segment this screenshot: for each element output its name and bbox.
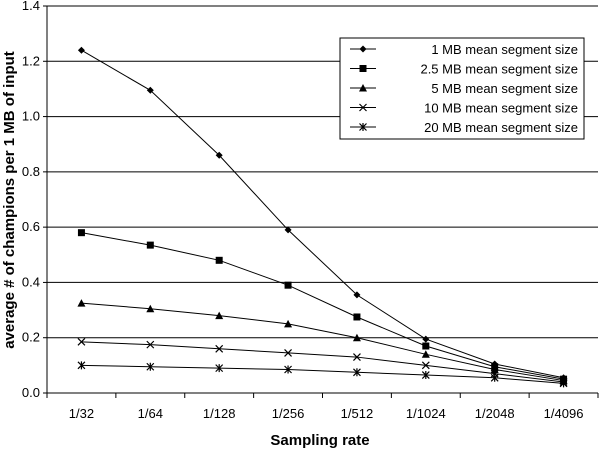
y-tick-label: 0.8 xyxy=(22,164,40,179)
data-point xyxy=(352,333,361,342)
series-line xyxy=(81,364,564,384)
series-5 xyxy=(77,361,568,388)
x-tick-label: 1/4096 xyxy=(544,406,584,421)
x-axis-title: Sampling rate xyxy=(270,432,369,449)
series-1 xyxy=(77,46,568,382)
legend-label: 2.5 MB mean segment size xyxy=(420,62,578,77)
data-point xyxy=(215,311,224,320)
data-point xyxy=(146,86,154,94)
y-tick-label: 1.0 xyxy=(22,109,40,124)
legend-label: 20 MB mean segment size xyxy=(424,120,578,135)
series-2 xyxy=(77,229,568,383)
data-point xyxy=(353,353,361,361)
data-point xyxy=(215,344,224,353)
data-point xyxy=(146,362,155,371)
data-point xyxy=(284,319,293,328)
legend-label: 1 MB mean segment size xyxy=(431,42,578,57)
data-point xyxy=(215,256,223,264)
legend-marker xyxy=(359,103,367,112)
axes: 0.0 0.2 0.4 0.6 0.8 1.0 1.2 1.4 1/32 1/64 1/128 1/2… xyxy=(22,0,599,421)
data-point xyxy=(146,340,155,349)
legend-marker xyxy=(359,65,367,72)
legend-entry: 20 MB mean segment size xyxy=(350,120,578,135)
data-point xyxy=(77,337,86,346)
data-point xyxy=(490,373,499,382)
data-point xyxy=(77,361,86,370)
data-point xyxy=(77,229,85,237)
legend-entry: 10 MB mean segment size xyxy=(350,101,578,116)
x-tick-label: 1/128 xyxy=(203,406,236,421)
y-tick-label: 1.2 xyxy=(22,53,40,68)
y-tick-label: 1.4 xyxy=(22,0,40,13)
legend-label: 10 MB mean segment size xyxy=(424,101,578,116)
legend-marker xyxy=(359,45,367,53)
series-line xyxy=(81,232,564,380)
data-point xyxy=(353,313,361,321)
series-line xyxy=(81,49,564,379)
data-point xyxy=(77,46,85,54)
x-tick-label: 1/256 xyxy=(272,406,305,421)
data-point xyxy=(421,371,430,380)
legend-box xyxy=(339,37,585,140)
x-tick-label: 1/64 xyxy=(138,406,163,421)
x-tick-label: 1/32 xyxy=(69,406,94,421)
data-point xyxy=(284,281,292,289)
y-tick-label: 0.4 xyxy=(22,274,40,289)
legend: 1 MB mean segment size 2.5 MB mean segmen… xyxy=(339,37,585,140)
data-point xyxy=(353,291,361,299)
gridlines xyxy=(47,5,598,339)
data-point xyxy=(284,348,292,357)
series-line xyxy=(81,302,564,382)
legend-marker xyxy=(359,123,367,131)
data-point xyxy=(559,379,568,388)
data-point xyxy=(77,299,86,307)
series-layer xyxy=(77,46,568,388)
y-axis-title: average # of champions per 1 MB of input xyxy=(1,51,18,349)
y-tick-label: 0.6 xyxy=(22,219,40,234)
data-point xyxy=(284,365,292,374)
data-point xyxy=(421,350,430,358)
legend-marker xyxy=(359,84,367,92)
y-tick-label: 0.2 xyxy=(22,330,40,345)
data-point xyxy=(421,361,430,370)
x-tick-label: 1/1024 xyxy=(406,406,446,421)
data-point xyxy=(146,241,154,249)
data-point xyxy=(146,304,155,313)
x-tick-label: 1/512 xyxy=(341,406,374,421)
data-point xyxy=(422,342,430,350)
series-line xyxy=(81,341,564,383)
data-point xyxy=(215,151,223,159)
data-point xyxy=(284,226,292,234)
legend-label: 5 MB mean segment size xyxy=(431,81,578,96)
x-tick-label: 1/2048 xyxy=(475,406,515,421)
y-tick-label: 0.0 xyxy=(22,385,40,400)
legend-entry: 2.5 MB mean segment size xyxy=(350,62,578,77)
data-point xyxy=(353,368,361,377)
data-point xyxy=(215,364,224,373)
legend-entry: 1 MB mean segment size xyxy=(350,42,578,57)
data-point xyxy=(422,335,430,343)
legend-entry: 5 MB mean segment size xyxy=(350,81,578,96)
